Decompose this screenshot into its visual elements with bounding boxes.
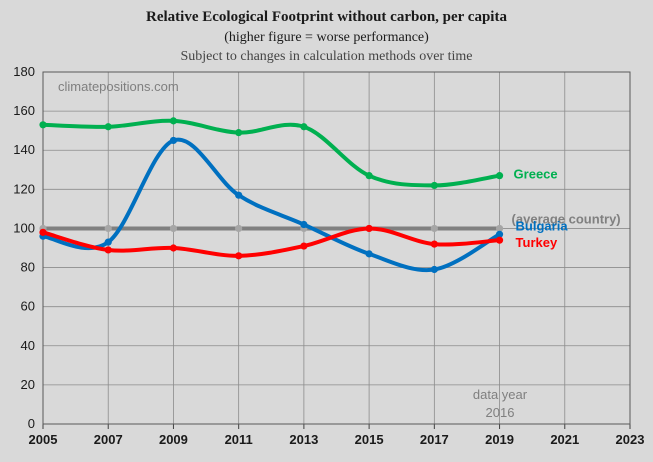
x-tick-label: 2017 bbox=[420, 432, 449, 447]
series-line-greece bbox=[41, 118, 502, 188]
series-greece bbox=[39, 117, 504, 190]
axes: 0 20 40 60 80 100 120 140 160 180 2005 2007 2009 2011… bbox=[13, 64, 644, 447]
data-point-bulgaria bbox=[300, 220, 308, 229]
data-point-average-country bbox=[104, 224, 112, 233]
data-point-greece bbox=[104, 123, 112, 131]
data-point-greece bbox=[495, 172, 504, 180]
data-point-bulgaria bbox=[235, 191, 243, 199]
data-point-average-country bbox=[169, 224, 178, 233]
data-point-turkey bbox=[495, 236, 504, 244]
y-tick-label: 100 bbox=[13, 220, 35, 235]
title-prefix: Relative Ecological Footprint bbox=[146, 9, 338, 25]
data-point-greece bbox=[365, 172, 373, 180]
chart-note: Subject to changes in calculation method… bbox=[180, 49, 473, 64]
y-tick-label: 40 bbox=[21, 338, 35, 353]
series-line-turkey bbox=[41, 226, 502, 258]
data-point-greece bbox=[300, 123, 308, 131]
data-point-greece bbox=[430, 181, 438, 190]
data-point-bulgaria bbox=[365, 250, 373, 258]
x-tick-label: 2021 bbox=[550, 432, 579, 447]
series-bulgaria bbox=[39, 136, 504, 274]
series-layer bbox=[39, 117, 504, 274]
data-point-average-country bbox=[495, 224, 504, 233]
data-point-turkey bbox=[365, 224, 373, 233]
x-tick-label: 2011 bbox=[225, 432, 253, 447]
data-point-turkey bbox=[39, 228, 47, 236]
chart-subtitle: (higher figure = worse performance) bbox=[224, 30, 429, 45]
series-label-greece: Greece bbox=[514, 167, 558, 182]
x-tick-label: 2015 bbox=[355, 432, 384, 447]
series-line-bulgaria bbox=[41, 137, 502, 273]
series-label-turkey: Turkey bbox=[516, 235, 558, 250]
y-tick-label: 180 bbox=[13, 64, 35, 79]
data-point-average-country bbox=[430, 224, 438, 233]
data-year-value: 2016 bbox=[486, 405, 515, 420]
data-point-average-country bbox=[235, 224, 243, 233]
data-point-greece bbox=[169, 117, 178, 125]
data-point-bulgaria bbox=[430, 265, 438, 274]
series-label-average-country: (average country) bbox=[512, 211, 621, 226]
x-tick-label: 2009 bbox=[159, 432, 188, 447]
y-tick-label: 20 bbox=[21, 377, 35, 392]
title-emphasis: without carbon bbox=[337, 9, 436, 25]
data-point-greece bbox=[39, 121, 47, 129]
y-tick-label: 0 bbox=[28, 416, 35, 431]
y-tick-label: 140 bbox=[13, 142, 35, 157]
series-label-bulgaria: Bulgaria bbox=[516, 218, 569, 233]
watermark: climatepositions.com bbox=[58, 79, 179, 94]
data-point-turkey bbox=[104, 246, 112, 254]
data-point-bulgaria bbox=[169, 136, 178, 145]
data-point-bulgaria bbox=[104, 238, 112, 246]
x-tick-label: 2005 bbox=[29, 432, 58, 447]
data-point-turkey bbox=[235, 252, 243, 260]
data-point-turkey bbox=[300, 242, 308, 250]
x-tick-label: 2013 bbox=[289, 432, 318, 447]
x-tick-label: 2023 bbox=[616, 432, 645, 447]
y-tick-label: 60 bbox=[21, 299, 35, 314]
series-turkey bbox=[39, 224, 504, 260]
data-year-label: data year bbox=[473, 387, 528, 402]
data-point-bulgaria bbox=[495, 230, 504, 238]
x-tick-label: 2007 bbox=[94, 432, 123, 447]
x-tick-label: 2019 bbox=[485, 432, 514, 447]
y-tick-label: 120 bbox=[13, 181, 35, 196]
data-point-turkey bbox=[169, 244, 178, 252]
y-tick-label: 80 bbox=[21, 260, 35, 275]
plot-border bbox=[42, 71, 631, 425]
y-tick-label: 160 bbox=[13, 103, 35, 118]
data-point-turkey bbox=[430, 240, 438, 248]
series-labels: (average country) Greece Bulgaria Turkey bbox=[512, 167, 621, 251]
title-suffix: , per capita bbox=[435, 9, 507, 25]
data-point-greece bbox=[235, 129, 243, 137]
chart-title: Relative Ecological Footprint without ca… bbox=[0, 9, 653, 26]
